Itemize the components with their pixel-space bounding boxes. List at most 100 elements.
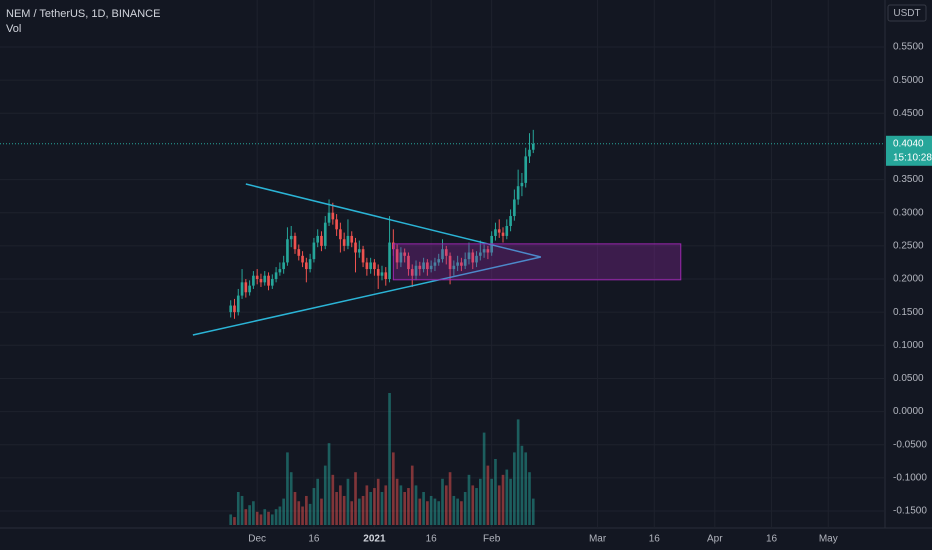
volume-bar bbox=[270, 514, 274, 525]
volume-bar bbox=[342, 495, 346, 525]
volume-bar bbox=[501, 474, 505, 525]
volume-bar bbox=[437, 501, 441, 525]
y-tick-label: 0.3500 bbox=[893, 174, 924, 185]
x-tick-label: 16 bbox=[308, 534, 320, 545]
candle-body bbox=[407, 255, 410, 270]
volume-bar bbox=[354, 472, 357, 525]
candle-body bbox=[263, 275, 267, 283]
candle-body bbox=[395, 249, 399, 263]
candle-body bbox=[357, 249, 361, 253]
volume-bar bbox=[497, 485, 501, 525]
volume-bar bbox=[320, 498, 323, 525]
volume-bar bbox=[463, 492, 467, 525]
volume-bar bbox=[308, 503, 312, 525]
x-tick-label: Mar bbox=[589, 534, 607, 545]
zone-rect bbox=[392, 243, 682, 281]
volume-bar bbox=[289, 472, 293, 525]
volume-bar bbox=[452, 495, 456, 525]
candle-body bbox=[460, 262, 463, 266]
volume-bar bbox=[331, 474, 335, 525]
volume-bar bbox=[240, 495, 244, 525]
y-tick-label: 0.5500 bbox=[893, 42, 924, 53]
candle-body bbox=[293, 235, 297, 250]
candle-body bbox=[361, 249, 365, 263]
candle-body bbox=[505, 225, 509, 236]
price-label: 0.4040 bbox=[893, 138, 924, 149]
candle-body bbox=[274, 272, 278, 280]
candle-body bbox=[426, 262, 429, 270]
candle-body bbox=[437, 259, 441, 263]
candle-body bbox=[433, 262, 437, 266]
y-tick-label: 0.4500 bbox=[893, 108, 924, 119]
candle-body bbox=[520, 182, 524, 187]
candle-body bbox=[297, 249, 301, 256]
volume-bar bbox=[350, 501, 354, 525]
y-tick-label: 0.2500 bbox=[893, 241, 924, 252]
currency[interactable]: USDT bbox=[893, 8, 920, 19]
candle-body bbox=[509, 216, 512, 226]
candle-body bbox=[354, 242, 357, 253]
candle-body bbox=[494, 229, 497, 236]
candle-body bbox=[350, 235, 354, 243]
volume-bar bbox=[524, 452, 528, 525]
candle-body bbox=[236, 295, 240, 313]
volume-bar bbox=[297, 501, 301, 525]
volume-bar bbox=[399, 485, 403, 525]
candle-body bbox=[339, 229, 342, 240]
candle-body bbox=[441, 249, 444, 260]
volume-bar bbox=[531, 498, 535, 525]
volume-bar bbox=[361, 495, 365, 525]
candle-body bbox=[248, 285, 251, 293]
candle-body bbox=[312, 242, 316, 260]
drawings bbox=[192, 183, 682, 336]
y-tick-label: -0.0500 bbox=[893, 439, 927, 450]
volume-bar bbox=[365, 485, 369, 525]
volume-bar bbox=[376, 478, 380, 525]
y-tick-label: 0.3000 bbox=[893, 207, 924, 218]
volume-bar bbox=[357, 498, 361, 525]
volume-bar bbox=[369, 492, 372, 525]
candle-body bbox=[418, 265, 422, 270]
candle-body bbox=[403, 252, 407, 256]
candle-body bbox=[267, 275, 270, 286]
volume-bar bbox=[259, 514, 263, 525]
candle-body bbox=[282, 262, 285, 270]
candle-body bbox=[320, 235, 323, 246]
trend-line bbox=[192, 256, 541, 336]
candle-body bbox=[365, 262, 369, 270]
y-tick-label: 0.1000 bbox=[893, 340, 924, 351]
volume-bar bbox=[392, 452, 395, 525]
candle-body bbox=[384, 272, 388, 280]
volume-bar bbox=[316, 478, 320, 525]
candle-body bbox=[286, 239, 289, 263]
axes: 0.5500 0.5000 0.4500 0.3500 0.3000 0.2500 0.20… bbox=[0, 42, 932, 545]
candle-body bbox=[301, 255, 304, 263]
volume-bar bbox=[236, 492, 240, 525]
candle-body bbox=[244, 282, 248, 293]
candle-body bbox=[467, 252, 471, 260]
candle-body bbox=[501, 232, 505, 236]
candle-body bbox=[513, 199, 516, 217]
candle-body bbox=[399, 252, 403, 263]
x-tick-label: Feb bbox=[483, 534, 501, 545]
volume-bar bbox=[456, 498, 459, 525]
candle-body bbox=[388, 242, 391, 280]
currency-box[interactable] bbox=[887, 4, 927, 22]
volume-bar bbox=[274, 509, 278, 525]
y-tick-label: -0.1500 bbox=[893, 506, 927, 517]
candle-body bbox=[323, 222, 327, 246]
x-tick-label: 16 bbox=[649, 534, 661, 545]
volume-bar bbox=[433, 498, 437, 525]
volume-bar bbox=[407, 488, 410, 525]
volume-bar bbox=[229, 514, 233, 525]
volume-bar bbox=[263, 509, 267, 525]
volume-bar bbox=[305, 495, 308, 525]
candle-body bbox=[471, 252, 475, 263]
candle-body bbox=[422, 262, 425, 270]
volume-bar bbox=[441, 478, 444, 525]
volume-bar bbox=[444, 485, 448, 525]
y-tick-label: 0.1500 bbox=[893, 307, 924, 318]
y-tick-label: 0.2000 bbox=[893, 274, 924, 285]
candle-body bbox=[497, 229, 501, 233]
countdown: 15:10:28 bbox=[893, 152, 932, 163]
